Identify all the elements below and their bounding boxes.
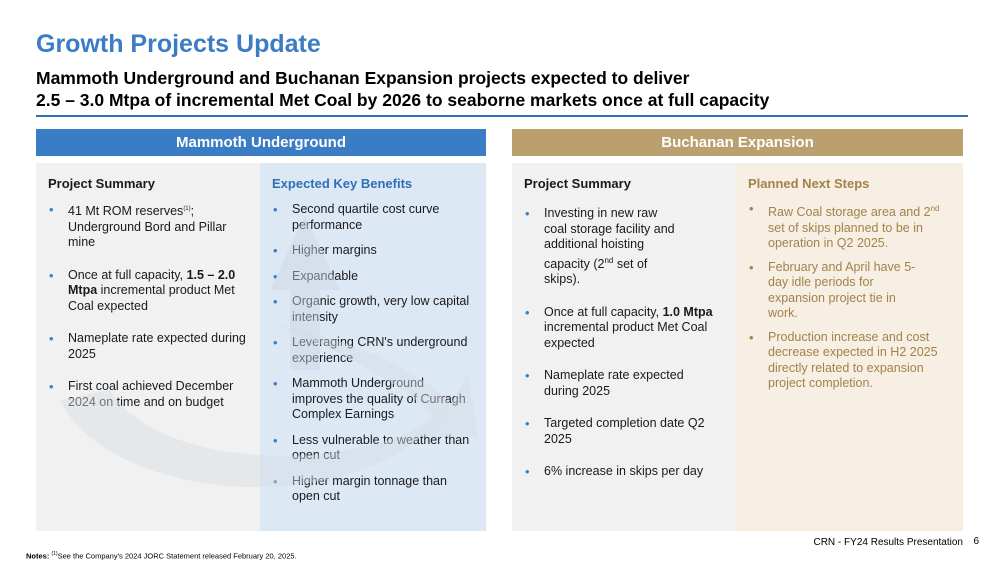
- mammoth-benefits-title: Expected Key Benefits: [272, 176, 413, 191]
- list-item: Second quartile cost curve performance: [272, 202, 476, 233]
- buchanan-next-steps-title: Planned Next Steps: [748, 176, 870, 191]
- subtitle-line-1: Mammoth Underground and Buchanan Expansi…: [36, 68, 690, 88]
- page-subtitle: Mammoth Underground and Buchanan Expansi…: [36, 67, 769, 111]
- page-title: Growth Projects Update: [36, 30, 321, 58]
- list-item: Raw Coal storage area and 2nd set of ski…: [748, 201, 953, 252]
- list-item: Nameplate rate expected during 2025: [524, 368, 730, 399]
- buchanan-header: Buchanan Expansion: [512, 129, 963, 156]
- mammoth-summary-list: 41 Mt ROM reserves(1); Underground Bord …: [48, 202, 250, 427]
- mammoth-benefits-list: Second quartile cost curve performance H…: [272, 202, 476, 515]
- list-item: First coal achieved December 2024 on tim…: [48, 379, 250, 410]
- list-item: Higher margin tonnage than open cut: [272, 474, 476, 505]
- buchanan-summary-title: Project Summary: [524, 176, 631, 191]
- list-item: Organic growth, very low capital intensi…: [272, 294, 476, 325]
- footnote: Notes: (1)See the Company's 2024 JORC St…: [26, 551, 297, 561]
- list-item: Investing in new raw coal storage facili…: [524, 206, 730, 288]
- mammoth-summary-title: Project Summary: [48, 176, 155, 191]
- list-item: 6% increase in skips per day: [524, 464, 730, 480]
- list-item: Targeted completion date Q2 2025: [524, 416, 730, 447]
- buchanan-summary-list: Investing in new raw coal storage facili…: [524, 206, 730, 497]
- page-number: 6: [973, 536, 979, 547]
- mammoth-header: Mammoth Underground: [36, 129, 486, 156]
- title-divider: [36, 115, 968, 117]
- list-item: Nameplate rate expected during 2025: [48, 331, 250, 362]
- list-item: Once at full capacity, 1.0 Mtpa incremen…: [524, 305, 730, 352]
- list-item: Production increase and cost decrease ex…: [748, 330, 953, 392]
- list-item: Expandable: [272, 269, 476, 285]
- buchanan-next-steps-list: Raw Coal storage area and 2nd set of ski…: [748, 201, 953, 400]
- mammoth-summary-panel: Project Summary 41 Mt ROM reserves(1); U…: [36, 163, 260, 531]
- buchanan-next-steps-panel: Planned Next Steps Raw Coal storage area…: [736, 163, 963, 531]
- list-item: 41 Mt ROM reserves(1); Underground Bord …: [48, 202, 250, 251]
- list-item: Leveraging CRN's underground experience: [272, 335, 476, 366]
- list-item: February and April have 5-day idle perio…: [748, 260, 953, 322]
- list-item: Mammoth Underground improves the quality…: [272, 376, 476, 423]
- list-item: Less vulnerable to weather than open cut: [272, 433, 476, 464]
- subtitle-line-2: 2.5 – 3.0 Mtpa of incremental Met Coal b…: [36, 90, 770, 110]
- mammoth-benefits-panel: Expected Key Benefits Second quartile co…: [260, 163, 486, 531]
- list-item: Higher margins: [272, 243, 476, 259]
- list-item: Once at full capacity, 1.5 – 2.0 Mtpa in…: [48, 268, 250, 315]
- footer-text: CRN - FY24 Results Presentation: [813, 537, 963, 548]
- buchanan-summary-panel: Project Summary Investing in new raw coa…: [512, 163, 736, 531]
- decorative-curved-arrow-icon: [60, 215, 478, 488]
